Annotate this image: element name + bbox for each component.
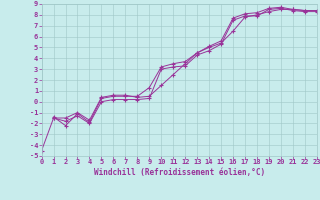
X-axis label: Windchill (Refroidissement éolien,°C): Windchill (Refroidissement éolien,°C) bbox=[94, 168, 265, 177]
